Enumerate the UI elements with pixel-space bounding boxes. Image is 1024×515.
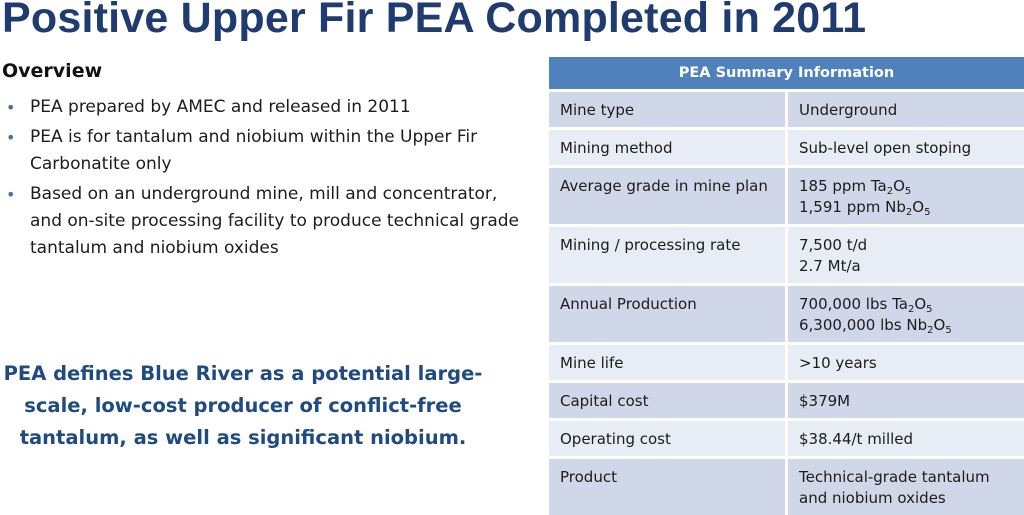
row-value: Underground — [787, 91, 1024, 129]
row-value-line: 7,500 t/d — [799, 235, 1024, 256]
pea-summary-table: PEA Summary Information Mine type Undergr… — [549, 57, 1024, 515]
bullet-text: PEA is for tantalum and niobium within t… — [30, 127, 477, 174]
pea-summary-table-container: PEA Summary Information Mine type Undergr… — [549, 57, 1024, 515]
row-label: Mining / processing rate — [549, 226, 787, 285]
row-label: Annual Production — [549, 285, 787, 344]
table-header: PEA Summary Information — [549, 57, 1024, 91]
row-label: Operating cost — [549, 420, 787, 458]
row-value: Sub-level open stoping — [787, 129, 1024, 167]
row-label: Capital cost — [549, 382, 787, 420]
overview-bullet-list: • PEA prepared by AMEC and released in 2… — [0, 94, 520, 265]
row-value-line: 700,000 lbs Ta2O5 — [799, 294, 1024, 315]
row-label: Mine life — [549, 344, 787, 382]
row-value-line: 1,591 ppm Nb2O5 — [799, 197, 1024, 218]
row-value: $379M — [787, 382, 1024, 420]
row-value: $38.44/t milled — [787, 420, 1024, 458]
bullet-text: Based on an underground mine, mill and c… — [30, 184, 519, 258]
table-body: Mine type Underground Mining method Sub-lev… — [549, 91, 1024, 515]
row-value-line: $379M — [799, 391, 1024, 412]
row-value-line: 185 ppm Ta2O5 — [799, 176, 1024, 197]
row-value-line: and niobium oxides — [799, 488, 1024, 509]
row-value-line: 2.7 Mt/a — [799, 256, 1024, 277]
row-value-line: 6,300,000 lbs Nb2O5 — [799, 315, 1024, 336]
row-value-line: Technical-grade tantalum — [799, 467, 1024, 488]
table-row: Operating cost $38.44/t milled — [549, 420, 1024, 458]
row-label: Mining method — [549, 129, 787, 167]
row-value-line: Underground — [799, 100, 1024, 121]
bullet-item: • PEA is for tantalum and niobium within… — [0, 124, 520, 178]
bullet-dot-icon: • — [6, 94, 15, 121]
bullet-item: • Based on an underground mine, mill and… — [0, 181, 520, 262]
bullet-item: • PEA prepared by AMEC and released in 2… — [0, 94, 520, 121]
table-row: Capital cost $379M — [549, 382, 1024, 420]
row-value-line: Sub-level open stoping — [799, 138, 1024, 159]
overview-heading: Overview — [2, 60, 102, 82]
row-label: Mine type — [549, 91, 787, 129]
row-value-line: $38.44/t milled — [799, 429, 1024, 450]
bullet-dot-icon: • — [6, 181, 15, 208]
row-label: Average grade in mine plan — [549, 167, 787, 226]
callout-text: PEA defines Blue River as a potential la… — [0, 358, 486, 454]
bullet-dot-icon: • — [6, 124, 15, 151]
bullet-text: PEA prepared by AMEC and released in 201… — [30, 97, 411, 117]
row-label: Product — [549, 458, 787, 515]
row-value-line: >10 years — [799, 353, 1024, 374]
table-row: Mining method Sub-level open stoping — [549, 129, 1024, 167]
table-row: Mine type Underground — [549, 91, 1024, 129]
row-value: >10 years — [787, 344, 1024, 382]
slide-title: Positive Upper Fir PEA Completed in 2011 — [2, 0, 866, 43]
table-row: Mine life >10 years — [549, 344, 1024, 382]
